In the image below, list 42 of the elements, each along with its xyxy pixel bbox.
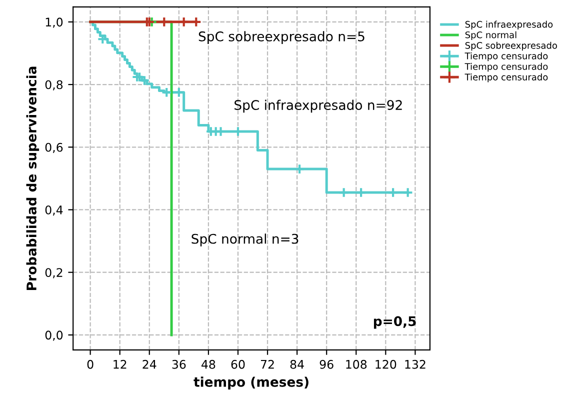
- legend-label: SpC normal: [465, 31, 516, 40]
- point: [139, 75, 150, 86]
- x-tick-label: 96: [320, 360, 334, 369]
- x-tick-label: 12: [114, 360, 126, 369]
- x-tick-label: 72: [260, 360, 274, 369]
- point: [190, 16, 202, 28]
- x-tick-label: 48: [202, 360, 216, 369]
- y-tick-label: 0,4: [45, 205, 63, 216]
- point: [161, 86, 172, 98]
- x-tick-label: 120: [376, 360, 396, 369]
- y-tick-label: 0,0: [45, 330, 63, 341]
- x-axis-title: tiempo (meses): [194, 376, 308, 390]
- legend-label: SpC infraexpresado: [465, 20, 553, 30]
- annotation: SpC infraexpresado n=92: [234, 100, 402, 113]
- annotation: p=0,5: [374, 316, 416, 329]
- x-tick-label: 84: [290, 360, 304, 369]
- legend-label: Tiempo censurado: [464, 73, 548, 82]
- point: [144, 16, 155, 28]
- x-tick-label: 132: [405, 360, 426, 369]
- y-tick-label: 1,0: [46, 18, 63, 28]
- point: [158, 16, 170, 28]
- y-tick-label: 0,6: [45, 142, 63, 153]
- point: [173, 86, 184, 98]
- legend-label: Tiempo censurado: [464, 62, 548, 72]
- annotation: SpC sobreexpresado n=5: [198, 31, 364, 44]
- x-tick-label: 60: [231, 360, 245, 369]
- point: [178, 16, 190, 28]
- point: [356, 187, 366, 198]
- point: [338, 187, 350, 198]
- y-tick-label: 0,8: [45, 80, 63, 90]
- annotation: SpC normal n=3: [192, 234, 298, 246]
- point: [294, 164, 305, 174]
- x-tick-label: 108: [346, 360, 367, 369]
- point: [388, 187, 398, 198]
- point: [402, 187, 414, 198]
- x-tick-label: 36: [172, 360, 186, 369]
- x-tick-label: 0: [87, 360, 94, 369]
- y-axis-title: Probabilidad de supervivencia: [26, 66, 40, 290]
- y-tick-label: 0,2: [45, 268, 62, 278]
- legend-label: SpC sobreexpresado: [465, 42, 557, 51]
- legend-label: Tiempo censurado: [464, 52, 548, 62]
- x-tick-label: 24: [142, 360, 156, 369]
